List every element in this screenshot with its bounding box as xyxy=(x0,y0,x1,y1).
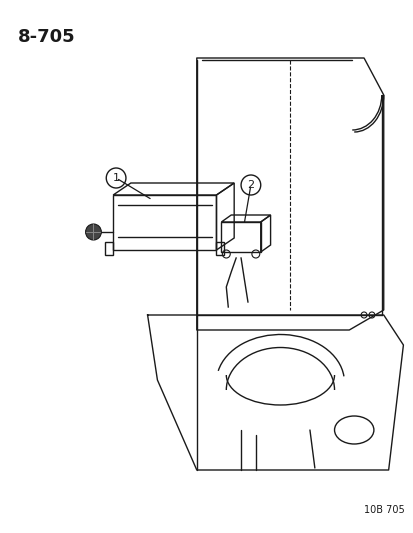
Text: 1: 1 xyxy=(112,173,119,183)
Text: 2: 2 xyxy=(247,180,254,190)
Text: 8-705: 8-705 xyxy=(18,28,75,46)
Text: 10B 705: 10B 705 xyxy=(363,505,404,515)
Circle shape xyxy=(85,224,101,240)
